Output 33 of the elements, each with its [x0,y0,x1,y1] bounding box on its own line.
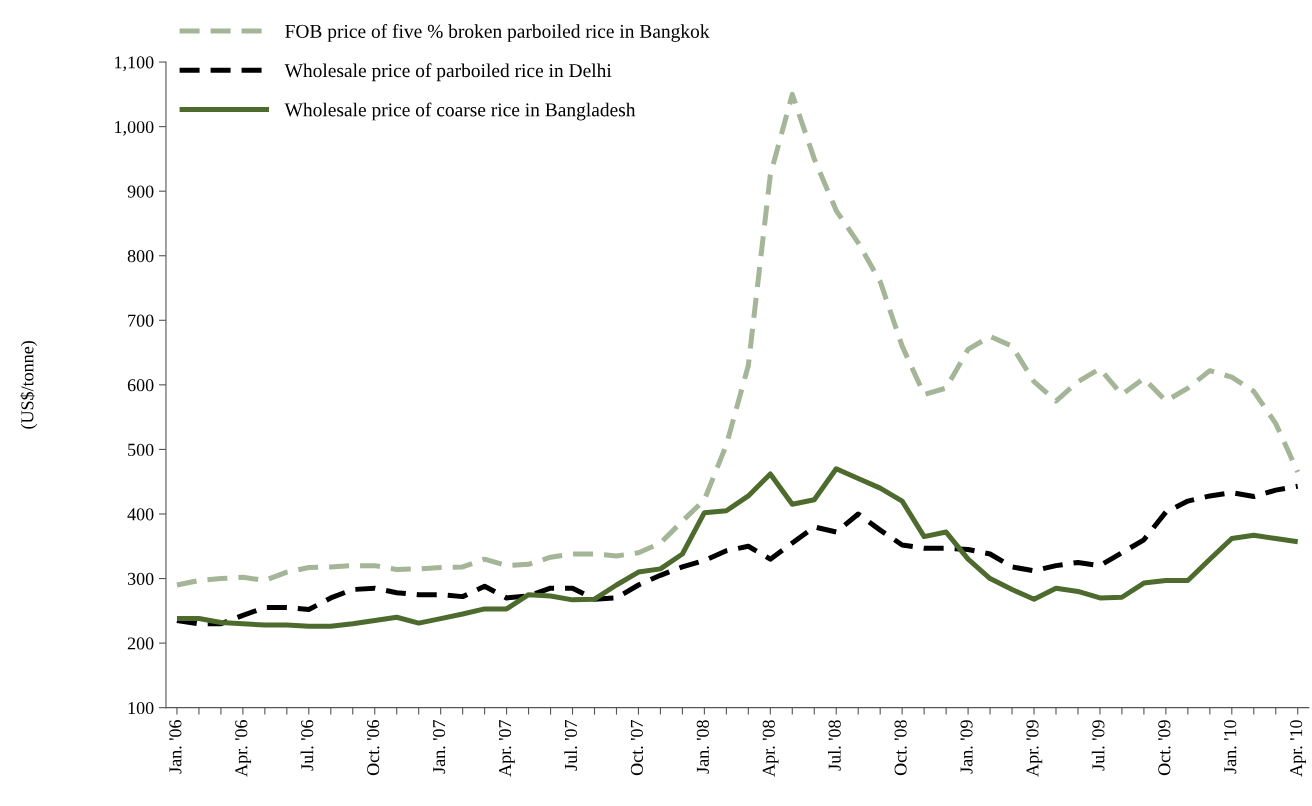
x-tick-label: Jan. '08 [696,720,709,774]
legend-label: FOB price of five % broken parboiled rice in Bangkok [285,24,710,42]
x-tick-label: Jan. '10 [1224,720,1237,774]
y-tick-label: 500 [128,443,154,456]
x-tick-label: Apr. '09 [1026,720,1043,777]
x-tick-label: Apr. '08 [762,720,779,777]
y-tick-label: 1,100 [115,56,154,72]
y-axis-title: (US$/tonne) [20,341,38,429]
y-tick-label: 400 [127,508,154,521]
y-tick-label: 100 [128,701,154,715]
x-tick-label: Oct. '09 [1158,720,1171,776]
x-tick-label: Jul. '06 [300,720,314,771]
y-tick-label: 200 [127,637,154,650]
x-tick-label: Apr. '07 [498,719,515,777]
y-tick-label: 700 [128,314,154,327]
legend-label: Wholesale price of parboiled rice in Delhi [284,63,612,82]
y-tick-label: 600 [127,379,154,392]
x-tick-label: Jan. '06 [169,720,182,774]
x-tick-label: Oct. '08 [894,720,907,776]
x-tick-label: Apr. '10 [1290,720,1306,777]
x-tick-label: Oct. '06 [367,720,380,776]
legend-label: Wholesale price of coarse rice in Bangladesh [284,102,636,121]
y-tick-label: 300 [127,572,154,585]
x-tick-label: Jan. '07 [433,719,446,774]
x-tick-label: Jul. '09 [1091,720,1105,771]
x-tick-label: Jul. '08 [828,720,841,771]
y-tick-label: 800 [127,250,154,263]
x-tick-label: Apr. '06 [235,720,252,777]
x-tick-label: Jul. '07 [564,719,578,771]
x-tick-label: Oct. '07 [630,719,644,776]
x-tick-label: Jan. '09 [960,720,973,774]
y-tick-label: 900 [127,185,154,198]
y-tick-label: 1,000 [115,120,154,136]
